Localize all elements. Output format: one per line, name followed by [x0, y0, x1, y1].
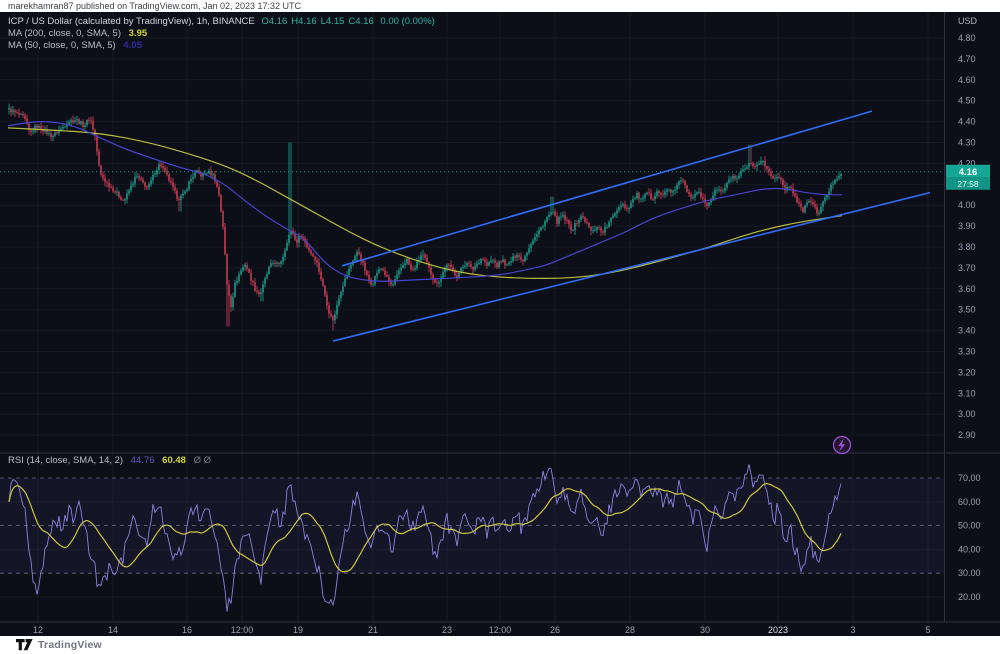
ma50-value: 4.05	[123, 40, 142, 51]
channel-lower-line[interactable]	[332, 191, 931, 342]
rsi-value: 44.76	[130, 455, 155, 466]
price-tick-label: 4.70	[958, 54, 976, 64]
time-tick-label: 14	[108, 625, 118, 635]
price-tick-label: 4.20	[958, 158, 976, 168]
ma200-value: 3.95	[128, 28, 148, 39]
time-tick-label: 12:00	[489, 625, 512, 635]
time-tick-label: 12	[33, 625, 43, 635]
price-tick-label: 3.30	[958, 347, 976, 357]
price-tick-label: 4.80	[958, 33, 976, 43]
price-badge-countdown: 27:58	[957, 179, 979, 189]
rsi-tick-label: 40.00	[958, 544, 981, 554]
rsi-tick-label: 50.00	[958, 521, 981, 531]
ohlc-value: L4.15	[320, 16, 345, 27]
publish-info-text: marekhamran87 published on TradingView.c…	[8, 1, 302, 11]
price-tick-label: 3.60	[958, 284, 976, 294]
candles-layer	[8, 103, 842, 331]
rsi-tick-label: 20.00	[958, 592, 981, 602]
idea-bolt-icon[interactable]	[832, 435, 852, 455]
price-tick-label: 3.70	[958, 263, 976, 273]
price-tick-label: 3.40	[958, 326, 976, 336]
price-tick-label: 4.50	[958, 96, 976, 106]
price-tick-label: 3.50	[958, 305, 976, 315]
ohlc-value: C4.16	[348, 16, 374, 27]
time-tick-label: 21	[368, 625, 378, 635]
chart-legend: ICP / US Dollar (calculated by TradingVi…	[8, 16, 435, 52]
symbol-title: ICP / US Dollar (calculated by TradingVi…	[8, 16, 255, 27]
rsi-tick-label: 30.00	[958, 568, 981, 578]
rsi-label: RSI (14, close, SMA, 14, 2)	[8, 455, 124, 466]
tradingview-brand-text[interactable]: TradingView	[38, 639, 102, 651]
price-tick-label: 3.10	[958, 388, 976, 398]
price-tick-label: 4.30	[958, 138, 976, 148]
time-axis[interactable]: 12 14 16 12:00 19 21 23 12:00 26 28 30 2023 3 5	[33, 625, 931, 635]
ohlc-value: H4.16	[291, 16, 317, 27]
ma50-label: MA (50, close, 0, SMA, 5)	[8, 40, 116, 51]
price-tick-label: 3.20	[958, 367, 976, 377]
price-badge-value: 4.16	[959, 167, 978, 178]
rsi-ma-line	[8, 483, 842, 573]
ma200-label: MA (200, close, 0, SMA, 5)	[8, 28, 121, 39]
symbol-legend-row[interactable]: ICP / US Dollar (calculated by TradingVi…	[8, 16, 435, 28]
publish-info-bar: marekhamran87 published on TradingView.c…	[0, 0, 1000, 12]
currency-label: USD	[958, 16, 978, 26]
time-tick-label: 16	[182, 625, 192, 635]
rsi-tick-label: 60.00	[958, 497, 981, 507]
rsi-legend-row[interactable]: RSI (14, close, SMA, 14, 2) 44.76 60.48 …	[8, 455, 211, 467]
tradingview-chart[interactable]: USD4.804.704.604.504.404.304.204.104.003…	[0, 12, 1000, 636]
ma200-legend-row[interactable]: MA (200, close, 0, SMA, 5) 3.95	[8, 28, 435, 40]
rsi-extra: Ø Ø	[193, 455, 212, 466]
channel-upper-line[interactable]	[341, 110, 873, 267]
price-tick-label: 3.00	[958, 409, 976, 419]
brand-bar: TradingView	[0, 636, 1000, 654]
rsi-line	[8, 464, 842, 612]
time-tick-label: 28	[625, 625, 635, 635]
ohlc-value: O4.16	[261, 16, 288, 27]
price-tick-label: 3.80	[958, 242, 976, 252]
time-tick-label: 2023	[768, 625, 788, 635]
time-tick-label: 3	[850, 625, 855, 635]
price-tick-label: 2.90	[958, 430, 976, 440]
price-tick-label: 3.90	[958, 221, 976, 231]
tradingview-logo-icon[interactable]	[16, 639, 33, 651]
time-tick-label: 19	[293, 625, 303, 635]
time-tick-label: 12:00	[231, 625, 254, 635]
price-axis[interactable]: USD4.804.704.604.504.404.304.204.104.003…	[958, 16, 981, 602]
price-tick-label: 4.00	[958, 200, 976, 210]
time-tick-label: 26	[550, 625, 560, 635]
ma50-line	[7, 120, 842, 282]
ma50-legend-row[interactable]: MA (50, close, 0, SMA, 5) 4.05	[8, 40, 435, 52]
overlays-layer	[7, 110, 931, 342]
price-tick-label: 4.60	[958, 75, 976, 85]
grid-layer	[0, 12, 944, 622]
rsi-layer	[8, 464, 842, 612]
time-tick-label: 5	[925, 625, 930, 635]
ohlc-values: O4.16 H4.16 L4.15 C4.16	[257, 16, 373, 27]
time-tick-label: 30	[700, 625, 710, 635]
change-value: 0.00 (0.00%)	[380, 16, 435, 27]
time-tick-label: 23	[442, 625, 452, 635]
rsi-ma-value: 60.48	[162, 455, 186, 466]
chart-canvas[interactable]: USD4.804.704.604.504.404.304.204.104.003…	[0, 12, 1000, 636]
price-tick-label: 4.40	[958, 117, 976, 127]
rsi-tick-label: 70.00	[958, 473, 981, 483]
